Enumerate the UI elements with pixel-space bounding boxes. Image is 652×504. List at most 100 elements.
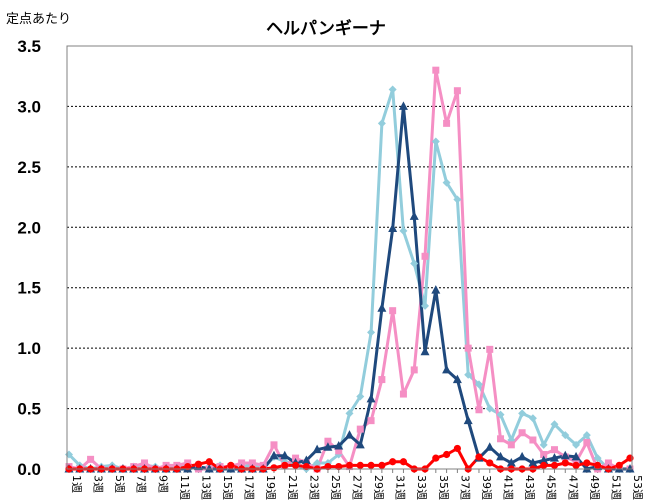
data-point bbox=[475, 453, 483, 461]
data-point bbox=[582, 464, 592, 473]
data-point bbox=[583, 438, 591, 446]
data-point bbox=[270, 441, 278, 449]
chart-title: ヘルパンギーナ bbox=[266, 19, 386, 39]
data-point bbox=[356, 425, 364, 433]
y-tick-label: 2.0 bbox=[17, 218, 41, 237]
series-markers bbox=[64, 66, 635, 473]
data-point bbox=[496, 451, 506, 461]
data-point bbox=[432, 454, 440, 462]
data-point bbox=[593, 454, 602, 463]
x-tick-label: 19週 bbox=[264, 475, 277, 500]
x-tick-label: 53週 bbox=[631, 475, 644, 500]
data-point bbox=[420, 346, 430, 356]
data-point bbox=[367, 328, 376, 337]
y-tick-label: 0.0 bbox=[17, 460, 41, 479]
data-point bbox=[572, 461, 580, 469]
data-point bbox=[248, 459, 256, 467]
data-point bbox=[356, 392, 365, 401]
data-point bbox=[625, 464, 635, 473]
data-point bbox=[421, 301, 430, 310]
x-tick-label: 45週 bbox=[545, 475, 558, 500]
plot-area bbox=[66, 45, 633, 470]
x-tick-label: 1週 bbox=[70, 475, 83, 493]
data-point bbox=[399, 458, 408, 466]
x-tick-label: 15週 bbox=[221, 475, 234, 500]
data-point bbox=[410, 366, 418, 374]
data-point bbox=[507, 441, 515, 449]
data-point bbox=[399, 226, 408, 235]
x-tick-label: 47週 bbox=[566, 475, 579, 500]
data-point bbox=[356, 461, 364, 469]
data-point bbox=[549, 453, 559, 462]
data-point bbox=[539, 455, 549, 465]
series-line bbox=[68, 68, 630, 471]
y-tick-label: 3.0 bbox=[17, 97, 41, 116]
data-point bbox=[572, 458, 580, 466]
data-point bbox=[367, 461, 375, 469]
data-point bbox=[560, 450, 570, 460]
data-point bbox=[550, 446, 558, 454]
y-tick-label: 1.5 bbox=[17, 279, 41, 298]
data-point bbox=[529, 436, 537, 444]
data-point bbox=[377, 119, 386, 128]
x-tick-label: 49週 bbox=[588, 475, 601, 500]
y-tick-label: 2.5 bbox=[17, 158, 41, 177]
data-point bbox=[517, 451, 527, 461]
data-point bbox=[528, 457, 538, 467]
data-point bbox=[345, 430, 354, 439]
data-point bbox=[194, 460, 203, 468]
data-point bbox=[141, 459, 149, 467]
x-tick-label: 7週 bbox=[135, 475, 148, 493]
data-point bbox=[528, 414, 537, 423]
x-tick-label: 27週 bbox=[351, 475, 364, 500]
data-point bbox=[485, 404, 494, 413]
data-point bbox=[388, 223, 398, 232]
data-point bbox=[485, 442, 495, 451]
y-axis-ticks: 0.0 0.5 1.0 1.5 2.0 2.5 3.0 3.5 bbox=[17, 37, 41, 479]
data-point bbox=[561, 431, 570, 440]
data-point bbox=[506, 457, 516, 467]
data-point bbox=[87, 455, 95, 463]
data-point bbox=[582, 431, 591, 440]
data-point bbox=[463, 415, 473, 425]
x-tick-label: 13週 bbox=[199, 475, 212, 500]
data-point bbox=[443, 119, 451, 127]
data-point bbox=[399, 390, 407, 398]
data-point bbox=[367, 417, 375, 425]
data-point bbox=[442, 364, 452, 374]
x-tick-label: 25週 bbox=[329, 475, 342, 500]
data-point bbox=[432, 66, 440, 74]
data-point bbox=[335, 462, 343, 471]
data-point bbox=[301, 455, 311, 465]
series-lines bbox=[67, 68, 631, 471]
data-point bbox=[323, 442, 333, 451]
x-tick-label: 23週 bbox=[307, 475, 320, 500]
data-point bbox=[334, 441, 344, 450]
data-point bbox=[583, 459, 591, 467]
data-point bbox=[205, 458, 213, 466]
data-point bbox=[269, 450, 279, 460]
x-tick-label: 21週 bbox=[286, 475, 299, 500]
data-point bbox=[474, 380, 483, 389]
data-point bbox=[389, 307, 397, 315]
x-tick-label: 17週 bbox=[243, 475, 256, 500]
data-point bbox=[410, 259, 419, 268]
data-point bbox=[335, 447, 343, 455]
data-point bbox=[204, 464, 214, 473]
x-tick-label: 43週 bbox=[523, 475, 536, 500]
x-axis-ticks: 1週 3週 5週 7週 9週 11週 13週 15週 17週 19週 21週 23週 25週 27週 29週… bbox=[68, 469, 644, 500]
x-tick-label: 51週 bbox=[609, 475, 622, 500]
y-tick-label: 0.5 bbox=[17, 400, 41, 419]
x-tick-label: 41週 bbox=[502, 475, 515, 500]
data-point bbox=[550, 461, 559, 469]
data-point bbox=[540, 450, 548, 458]
data-point bbox=[626, 454, 634, 462]
data-point bbox=[324, 462, 332, 471]
data-point bbox=[571, 451, 581, 461]
data-point bbox=[594, 461, 602, 469]
data-point bbox=[345, 409, 354, 418]
data-point bbox=[572, 440, 581, 449]
x-tick-label: 37週 bbox=[458, 475, 471, 500]
data-point bbox=[378, 461, 386, 469]
